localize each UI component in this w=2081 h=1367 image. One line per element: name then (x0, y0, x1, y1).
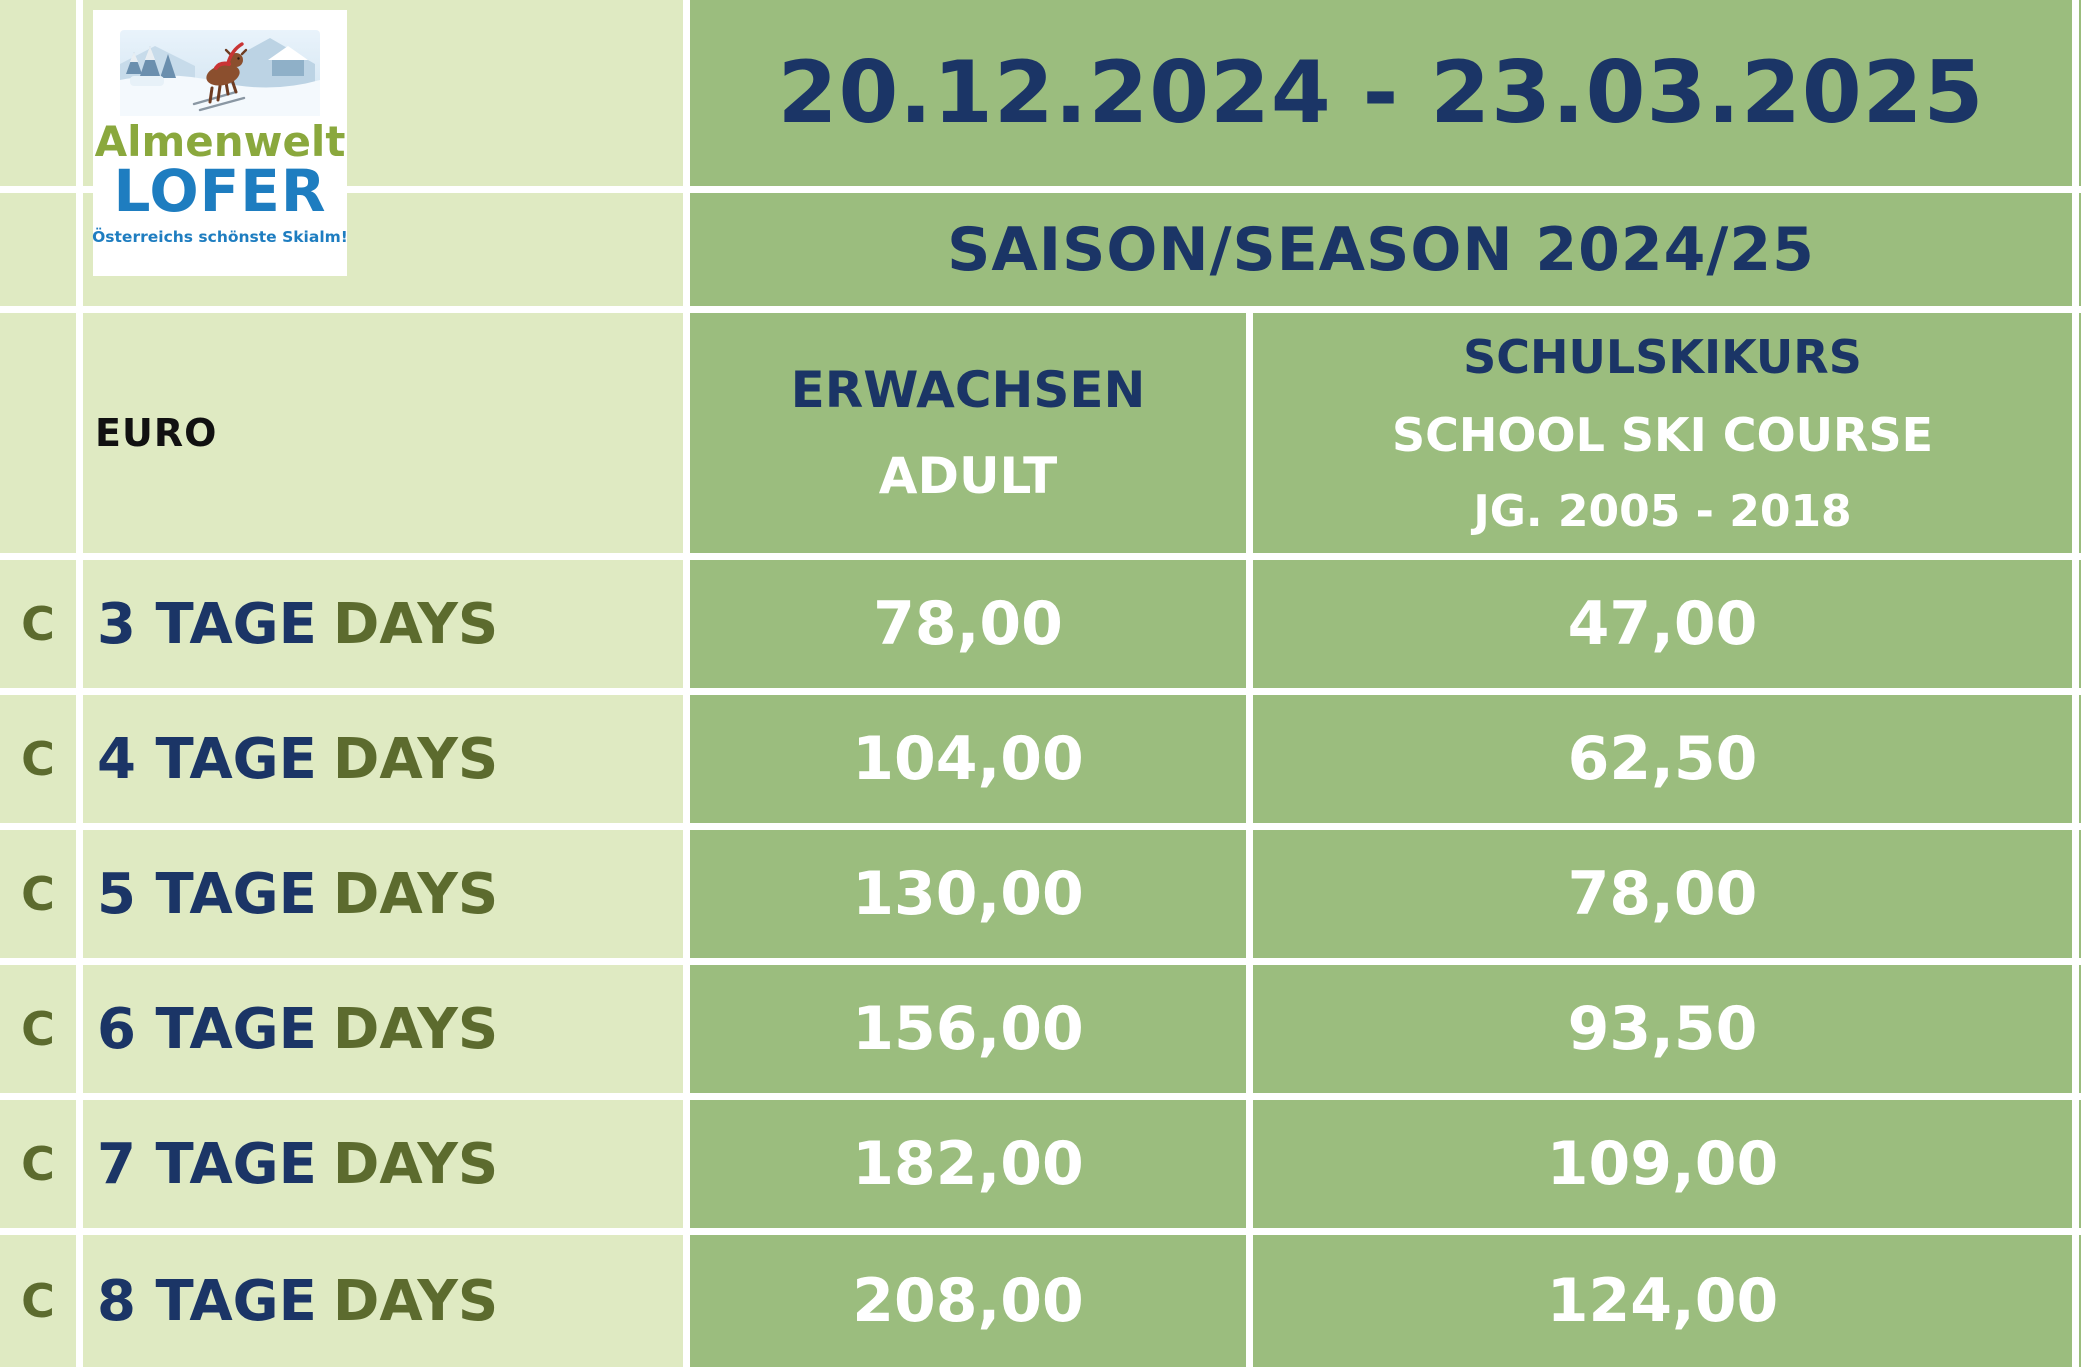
adult-price: 208,00 (852, 1266, 1084, 1336)
days-label-en: DAYS (332, 861, 499, 927)
days-label-de: 3 TAGE (97, 591, 317, 657)
school-header-en: SCHOOL SKI COURSE (1391, 407, 1934, 462)
edge-sliver (2079, 313, 2081, 553)
school-price: 78,00 (1567, 859, 1758, 929)
days-label-de: 8 TAGE (97, 1268, 317, 1334)
adult-price-cell: 182,00 (690, 1100, 1246, 1228)
school-price: 47,00 (1567, 589, 1758, 659)
days-label-de: 5 TAGE (97, 861, 317, 927)
adult-column-header: ERWACHSEN ADULT (690, 313, 1246, 553)
row-days-cell: 5 TAGE DAYS (83, 830, 683, 958)
corner-cell-2 (0, 193, 76, 306)
days-label-en: DAYS (332, 726, 499, 792)
adult-price: 182,00 (852, 1129, 1084, 1199)
school-price-cell: 47,00 (1253, 560, 2072, 688)
adult-price: 78,00 (873, 589, 1063, 659)
row-code: C (21, 732, 55, 786)
school-price-cell: 62,50 (1253, 695, 2072, 823)
school-column-header: SCHULSKIKURS SCHOOL SKI COURSE JG. 2005 … (1253, 313, 2072, 553)
adult-header-de: ERWACHSEN (790, 361, 1146, 419)
edge-sliver (2079, 1100, 2081, 1228)
row-code-cell: C (0, 965, 76, 1093)
school-price-cell: 78,00 (1253, 830, 2072, 958)
school-price: 124,00 (1546, 1266, 1779, 1336)
logo-brand-line1: Almenwelt (94, 117, 346, 166)
edge-sliver (2079, 1235, 2081, 1367)
edge-sliver (2079, 830, 2081, 958)
school-price: 109,00 (1546, 1129, 1779, 1199)
school-price-cell: 93,50 (1253, 965, 2072, 1093)
adult-header-en: ADULT (878, 447, 1058, 505)
row-code-cell: C (0, 1100, 76, 1228)
row-code-cell: C (0, 830, 76, 958)
edge-sliver (2079, 965, 2081, 1093)
row-code-cell: C (0, 695, 76, 823)
edge-sliver (2079, 560, 2081, 688)
row-code-cell: C (0, 1235, 76, 1367)
adult-price-cell: 208,00 (690, 1235, 1246, 1367)
row-days-cell: 8 TAGE DAYS (83, 1235, 683, 1367)
days-label-en: DAYS (332, 1268, 499, 1334)
row-code: C (21, 597, 55, 651)
adult-price: 130,00 (852, 859, 1084, 929)
days-label-en: DAYS (332, 591, 499, 657)
adult-price-cell: 78,00 (690, 560, 1246, 688)
days-label-en: DAYS (332, 1131, 499, 1197)
adult-price-cell: 104,00 (690, 695, 1246, 823)
row-code: C (21, 867, 55, 921)
row-days-cell: 7 TAGE DAYS (83, 1100, 683, 1228)
logo-tagline: Österreichs schönste Skialm! (92, 228, 348, 247)
days-label-en: DAYS (332, 996, 499, 1062)
adult-price-cell: 130,00 (690, 830, 1246, 958)
date-range-text: 20.12.2024 - 23.03.2025 (777, 43, 1985, 143)
days-label-de: 4 TAGE (97, 726, 317, 792)
corner-cell-top (0, 0, 76, 186)
row-code: C (21, 1137, 55, 1191)
school-price: 62,50 (1567, 724, 1758, 794)
logo-brand-line2: LOFER (113, 157, 327, 226)
school-header-years: JG. 2005 - 2018 (1473, 485, 1852, 537)
row-code: C (21, 1002, 55, 1056)
season-text: SAISON/SEASON 2024/25 (947, 214, 1815, 285)
logo: Almenwelt LOFER Österreichs schönste Ski… (92, 10, 348, 276)
school-price-cell: 124,00 (1253, 1235, 2072, 1367)
season-header: SAISON/SEASON 2024/25 (690, 193, 2072, 306)
adult-price-cell: 156,00 (690, 965, 1246, 1093)
row-days-cell: 4 TAGE DAYS (83, 695, 683, 823)
edge-sliver (2079, 193, 2081, 306)
edge-sliver (2079, 0, 2081, 186)
currency-label: EURO (95, 411, 218, 455)
row-days-cell: 3 TAGE DAYS (83, 560, 683, 688)
logo-illustration (120, 30, 320, 116)
adult-price: 156,00 (852, 994, 1084, 1064)
school-header-de: SCHULSKIKURS (1463, 329, 1862, 384)
days-label-de: 6 TAGE (97, 996, 317, 1062)
school-price-cell: 109,00 (1253, 1100, 2072, 1228)
row-days-cell: 6 TAGE DAYS (83, 965, 683, 1093)
date-range-header: 20.12.2024 - 23.03.2025 (690, 0, 2072, 186)
edge-sliver (2079, 695, 2081, 823)
row-code-cell: C (0, 560, 76, 688)
days-label-de: 7 TAGE (97, 1131, 317, 1197)
corner-cell-3 (0, 313, 76, 553)
school-price: 93,50 (1567, 994, 1758, 1064)
currency-header-cell: EURO (83, 313, 683, 553)
row-code: C (21, 1274, 55, 1328)
adult-price: 104,00 (852, 724, 1084, 794)
